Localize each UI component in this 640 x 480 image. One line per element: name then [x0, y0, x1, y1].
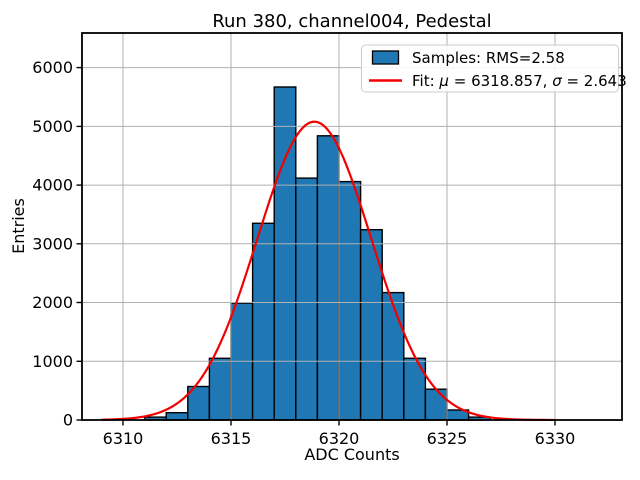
y-tick-label: 6000	[32, 58, 73, 77]
y-tick-label: 3000	[32, 234, 73, 253]
y-tick-label: 5000	[32, 117, 73, 136]
legend-box	[361, 44, 619, 93]
histogram-bar	[165, 412, 189, 421]
x-tick-label: 6325	[427, 429, 468, 448]
histogram-bar	[208, 357, 232, 421]
y-tick-label: 4000	[32, 176, 73, 195]
fit-curve-layer	[101, 120, 556, 422]
gaussian-fit-curve	[101, 120, 556, 422]
axes-frame	[81, 32, 623, 421]
histogram-bar	[338, 180, 362, 421]
legend-samples-swatch	[371, 50, 400, 65]
histogram-bars-layer	[143, 86, 491, 421]
histogram-bar	[295, 177, 319, 421]
x-tick-label: 6330	[535, 429, 576, 448]
chart-title: Run 380, channel004, Pedestal	[212, 11, 491, 32]
histogram-bar	[273, 86, 297, 421]
y-axis-label: Entries	[9, 198, 28, 254]
y-tick-label: 1000	[32, 352, 73, 371]
histogram-bar	[251, 222, 275, 421]
legend: Samples: RMS=2.58 Fit: μ = 6318.857, σ =…	[361, 44, 627, 93]
x-tick-label: 6320	[319, 429, 360, 448]
x-tick-label: 6310	[103, 429, 144, 448]
axes-layer: 6310 6315 6320 6325 6330 0 1000 2000 3000 4000 500…	[32, 32, 623, 448]
y-tick-label: 0	[63, 411, 73, 430]
x-axis-label: ADC Counts	[304, 445, 399, 464]
histogram-bar	[316, 135, 340, 421]
y-tick-label: 2000	[32, 293, 73, 312]
histogram-bar	[403, 357, 427, 421]
x-tick-label: 6315	[211, 429, 252, 448]
histogram-bar	[381, 291, 405, 421]
legend-samples-label: Samples: RMS=2.58	[412, 49, 565, 67]
legend-fit-label: Fit: μ = 6318.857, σ = 2.643	[412, 72, 627, 90]
histogram-bar	[359, 228, 383, 421]
histogram-bar	[424, 388, 448, 421]
